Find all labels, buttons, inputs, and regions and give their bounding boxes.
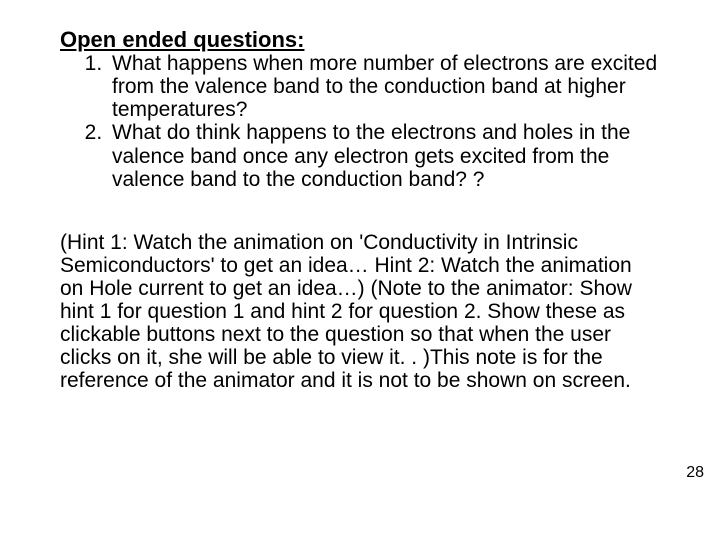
- question-list: What happens when more number of electro…: [60, 52, 660, 191]
- section-heading: Open ended questions:: [60, 28, 660, 52]
- question-item: What happens when more number of electro…: [108, 52, 660, 121]
- hints-block: (Hint 1: Watch the animation on 'Conduct…: [60, 231, 660, 393]
- page-number: 28: [686, 464, 704, 482]
- question-item: What do think happens to the electrons a…: [108, 121, 660, 190]
